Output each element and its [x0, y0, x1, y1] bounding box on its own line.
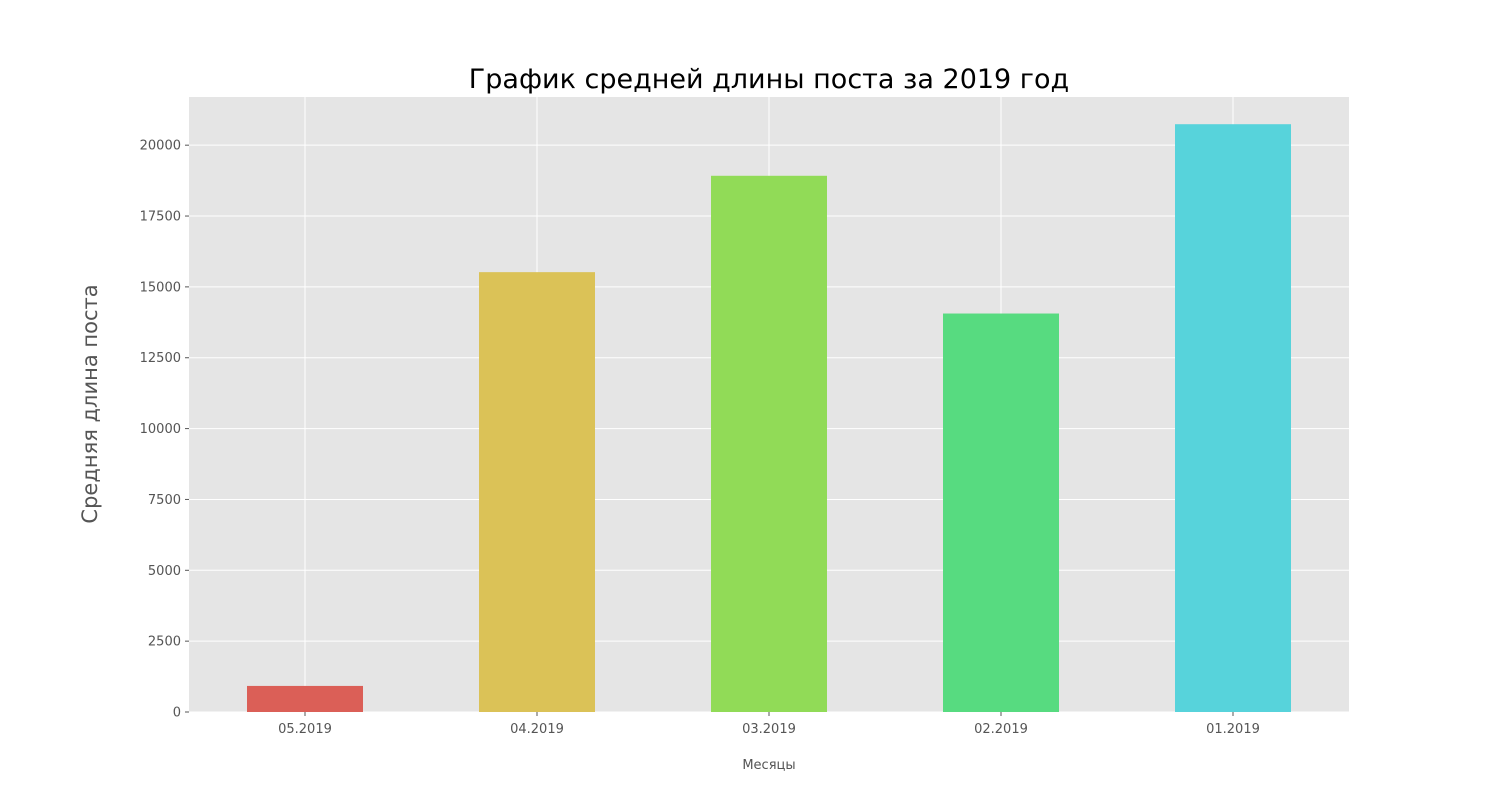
chart-title: График средней длины поста за 2019 год	[469, 64, 1069, 95]
x-tick-label: 04.2019	[510, 722, 564, 737]
y-tick-label: 7500	[148, 493, 181, 508]
bar-05.2019	[247, 685, 363, 712]
y-tick-label: 10000	[140, 422, 181, 437]
x-tick-label: 03.2019	[742, 722, 796, 737]
y-axis-ticks: 0 2500 5000 7500 10000 12500 15000 17500 20000	[140, 139, 189, 721]
bar-04.2019	[479, 272, 595, 712]
y-axis-label: Средняя длина поста	[78, 284, 102, 523]
y-tick-label: 2500	[148, 635, 181, 650]
y-tick-label: 5000	[148, 564, 181, 579]
x-axis-ticks: 05.2019 04.2019 03.2019 02.2019 01.2019	[278, 712, 1260, 737]
y-tick-label: 12500	[140, 351, 181, 366]
bars	[247, 124, 1291, 712]
x-tick-label: 02.2019	[974, 722, 1028, 737]
x-axis-label: Месяцы	[742, 758, 795, 773]
x-tick-label: 01.2019	[1206, 722, 1260, 737]
bar-03.2019	[711, 175, 827, 712]
bar-01.2019	[1175, 124, 1291, 712]
y-tick-label: 15000	[140, 280, 181, 295]
y-tick-label: 0	[173, 706, 181, 721]
y-tick-label: 20000	[140, 139, 181, 154]
x-tick-label: 05.2019	[278, 722, 332, 737]
y-tick-label: 17500	[140, 210, 181, 225]
bar-02.2019	[943, 313, 1059, 712]
